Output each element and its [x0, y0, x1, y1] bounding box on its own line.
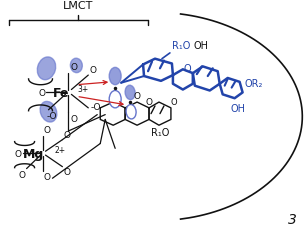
Text: O: O	[64, 130, 70, 139]
Text: Fe: Fe	[53, 87, 69, 100]
Text: OH: OH	[194, 41, 209, 51]
Text: -O: -O	[90, 103, 101, 112]
Text: O: O	[183, 64, 191, 74]
Text: O: O	[64, 167, 70, 176]
Text: O: O	[171, 97, 177, 106]
Text: O: O	[19, 170, 25, 179]
Text: O: O	[89, 66, 96, 75]
Ellipse shape	[37, 58, 56, 80]
Ellipse shape	[70, 59, 82, 73]
Ellipse shape	[125, 86, 135, 100]
Text: 2+: 2+	[54, 145, 66, 154]
Text: O: O	[38, 88, 45, 97]
Text: O: O	[70, 63, 77, 72]
Ellipse shape	[109, 68, 121, 85]
Text: OR₂: OR₂	[245, 79, 263, 88]
Text: OH: OH	[230, 103, 245, 114]
Text: Mg: Mg	[23, 147, 45, 160]
Text: O: O	[70, 114, 77, 123]
Text: O: O	[44, 173, 50, 182]
Text: 3: 3	[288, 212, 297, 226]
Text: O: O	[44, 125, 50, 134]
Text: 3+: 3+	[77, 85, 89, 94]
Text: -O: -O	[46, 111, 57, 120]
Ellipse shape	[126, 105, 136, 119]
Ellipse shape	[109, 91, 121, 108]
Text: R₁O: R₁O	[151, 128, 169, 137]
Text: R₁O: R₁O	[172, 41, 190, 51]
Text: O: O	[134, 92, 141, 101]
Ellipse shape	[40, 102, 57, 122]
Text: LMCT: LMCT	[63, 1, 94, 11]
Text: O: O	[15, 149, 21, 158]
Text: O: O	[146, 97, 153, 106]
